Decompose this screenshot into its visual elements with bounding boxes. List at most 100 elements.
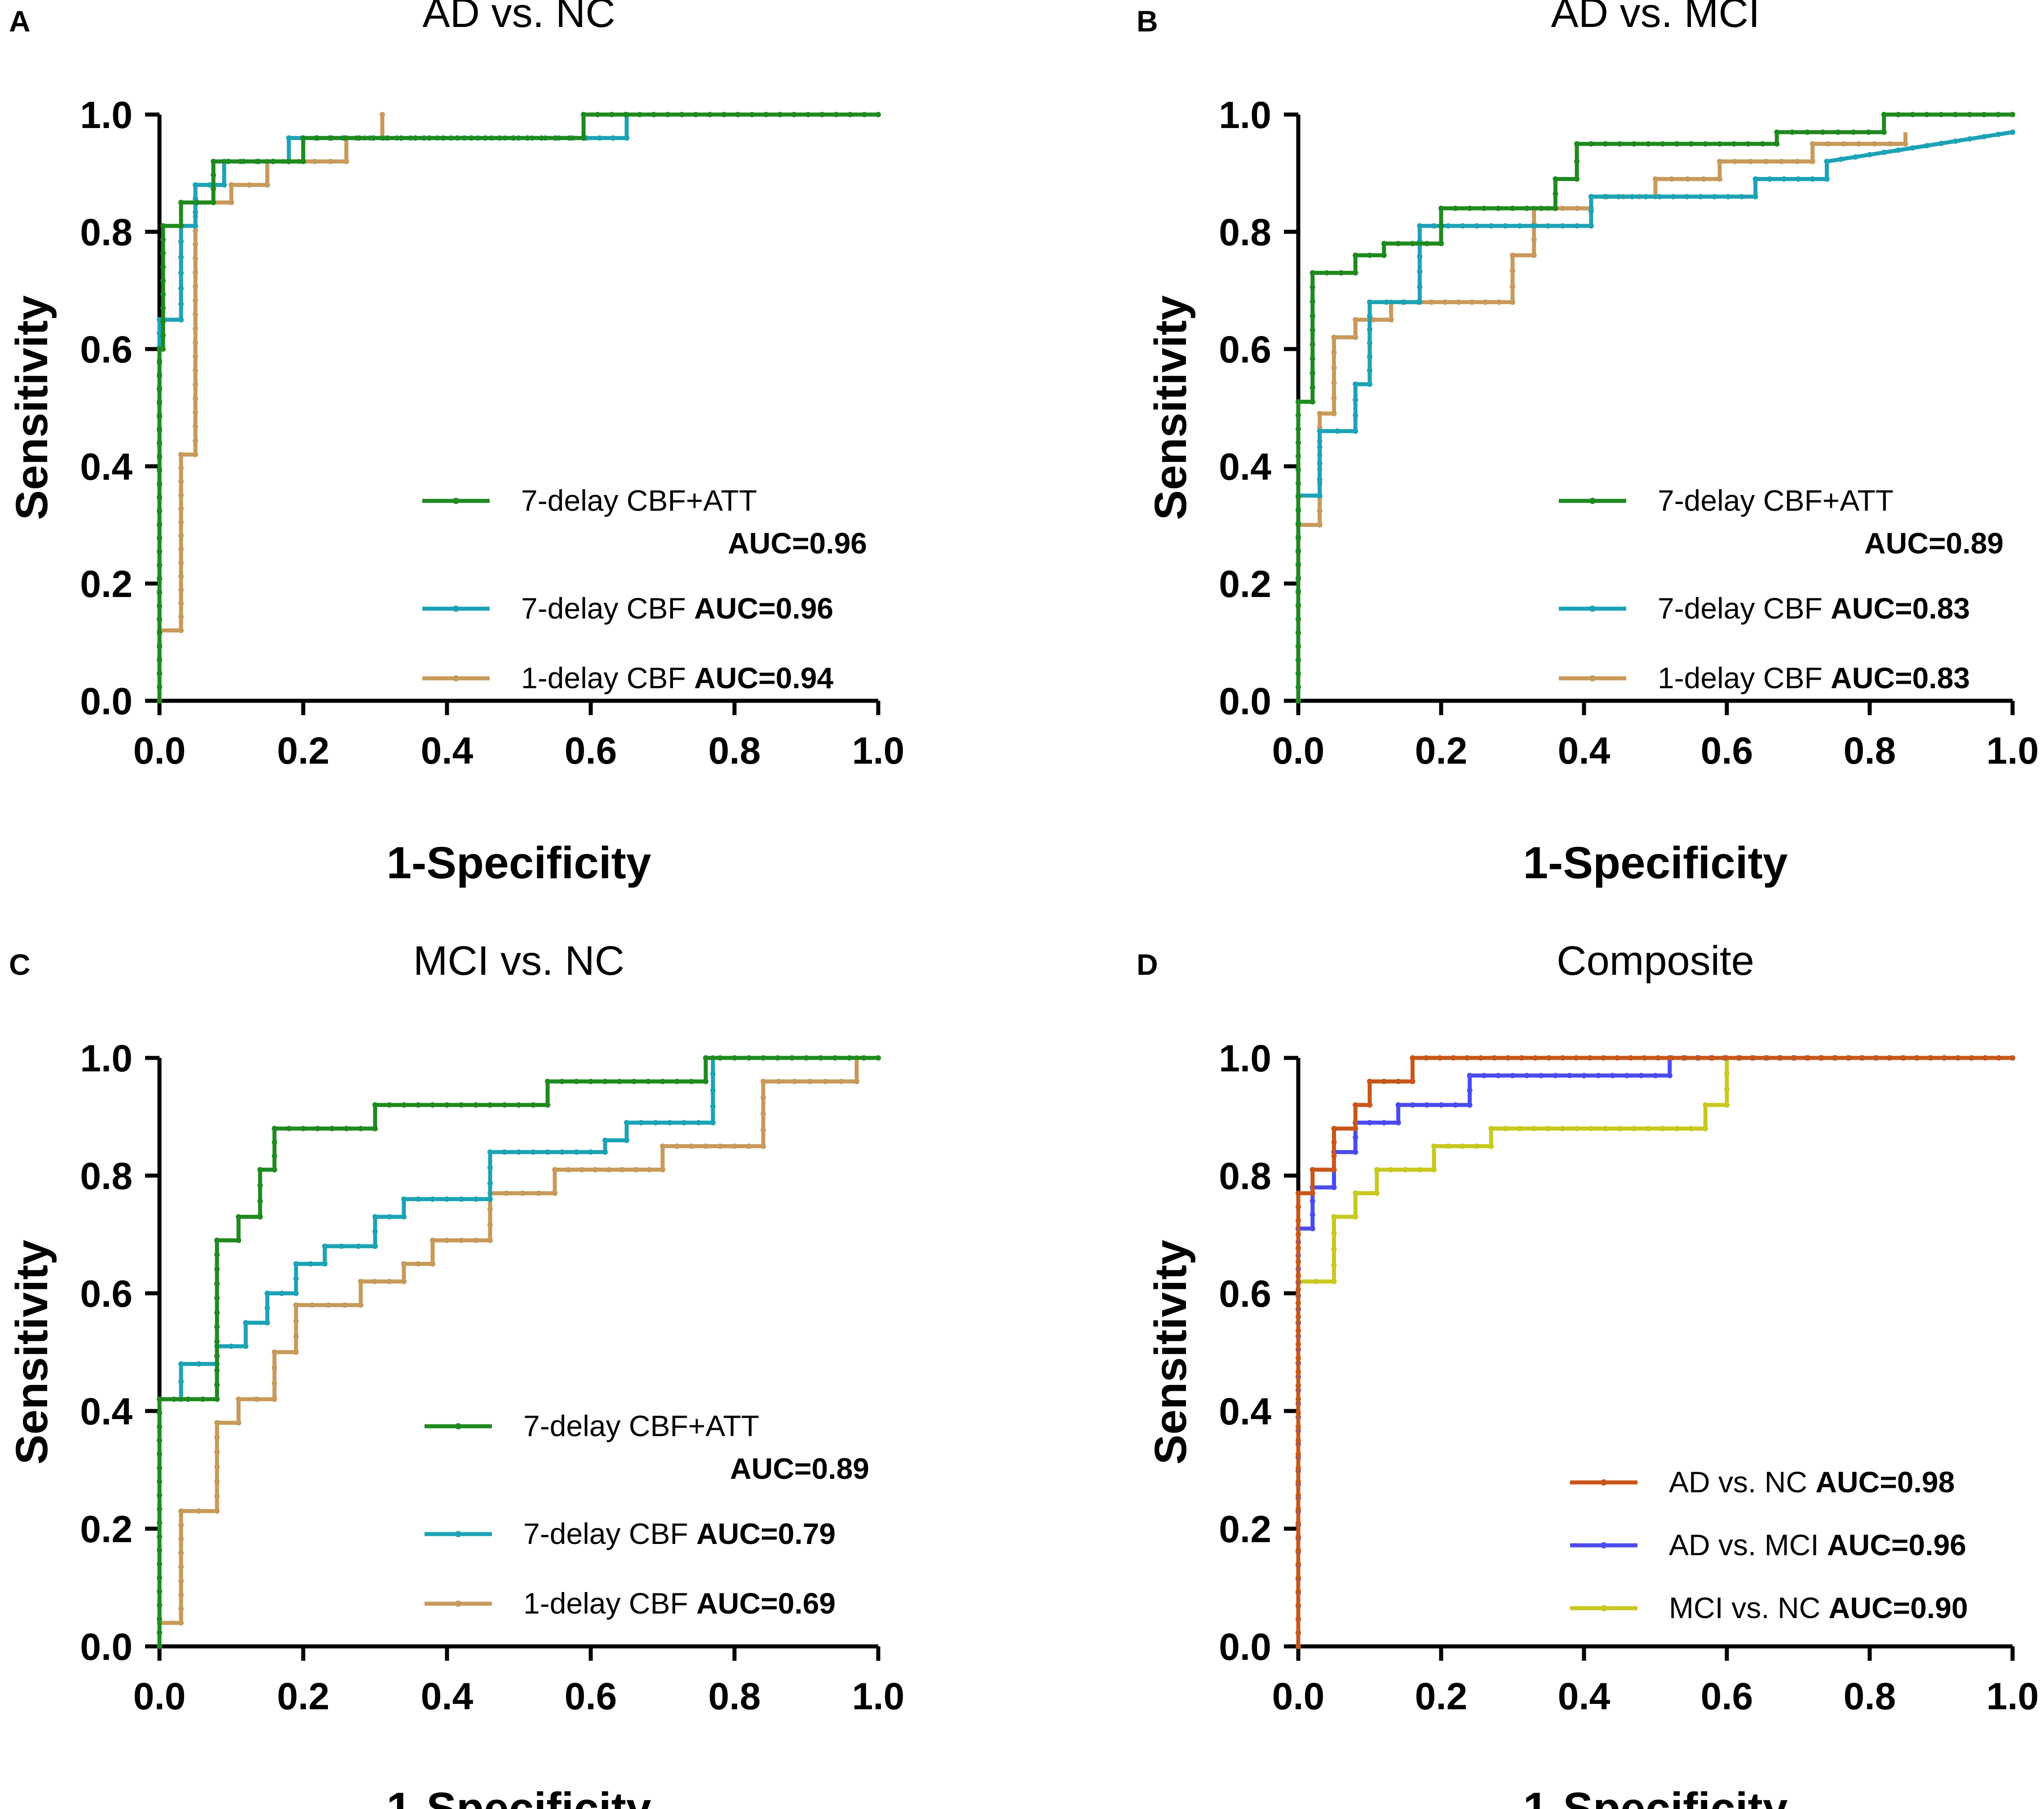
series-point — [221, 182, 227, 188]
series-point — [257, 1182, 263, 1188]
series-point — [1850, 129, 1856, 135]
series-point — [1717, 176, 1723, 182]
series-point — [1574, 176, 1580, 182]
series-point — [681, 1120, 687, 1126]
series-point — [1296, 1383, 1301, 1389]
series-point — [610, 135, 616, 141]
series-point — [1887, 141, 1893, 147]
series-point — [710, 1104, 716, 1110]
legend-auc-7-delay-cbf-att: AUC=0.89 — [1864, 526, 2004, 560]
series-point — [372, 1278, 378, 1284]
series-point — [1438, 223, 1444, 229]
series-point — [609, 112, 615, 117]
series-point — [293, 1261, 299, 1267]
series-point — [157, 1520, 162, 1526]
series-point — [430, 1102, 435, 1108]
series-point — [1310, 399, 1315, 405]
series-point — [160, 346, 166, 352]
series-point — [1810, 159, 1815, 164]
legend-auc-ad-vs-mci: AUC=0.96 — [1827, 1528, 1966, 1561]
series-point — [777, 112, 783, 117]
series-point — [1296, 508, 1301, 513]
series-point — [322, 1261, 327, 1267]
series-point — [1995, 132, 2001, 137]
series-point — [1296, 1588, 1301, 1594]
series-point — [653, 1120, 658, 1126]
chart-panel-b: B AD vs. MCI 0.0 0.2 0.4 0.6 0.8 1.0 0.0 0.2 0.4 0.… — [1137, 0, 2039, 888]
series-point — [1615, 194, 1621, 199]
x-axis-label: 1-Specificity — [1523, 838, 1787, 888]
series-point — [1296, 535, 1301, 540]
x-tick-label: 0.0 — [133, 730, 186, 772]
series-point — [416, 1261, 421, 1267]
series-point — [214, 1252, 220, 1258]
series-point — [272, 1380, 277, 1386]
series-point — [178, 1379, 184, 1384]
series-point — [707, 112, 713, 117]
chart-title: AD vs. NC — [422, 0, 615, 36]
series-point — [1395, 241, 1401, 247]
series-point — [157, 671, 162, 677]
series-point — [1488, 1143, 1494, 1149]
series-point — [272, 1139, 277, 1145]
series-point — [1737, 1055, 1743, 1061]
y-tick-label: 0.2 — [1219, 563, 1271, 605]
series-point — [1331, 365, 1337, 371]
series-point — [1553, 176, 1558, 182]
series-point — [1445, 1143, 1451, 1149]
series-point — [646, 1167, 652, 1172]
series-point — [257, 1214, 263, 1220]
series-point — [1296, 1273, 1301, 1278]
series-point — [1296, 412, 1301, 418]
series-point — [1296, 1492, 1301, 1498]
series-point — [833, 112, 839, 117]
legend-marker — [455, 1531, 461, 1537]
series-point — [178, 199, 184, 205]
series-point — [157, 535, 162, 541]
x-axis-label: 1-Specificity — [386, 838, 651, 888]
y-tick-label: 0.6 — [1219, 1273, 1271, 1315]
series-point — [157, 1396, 162, 1402]
series-point — [1710, 1055, 1716, 1061]
legend-entry-7-delay-cbf: 7-delay CBF AUC=0.96 — [521, 592, 833, 625]
series-point — [1456, 299, 1461, 305]
series-point — [721, 112, 727, 117]
series-point — [1871, 141, 1877, 147]
series-point — [1296, 1204, 1301, 1210]
series-point — [1395, 1079, 1401, 1084]
series-point — [157, 603, 162, 609]
series-point — [193, 367, 198, 373]
series-point — [1668, 176, 1674, 182]
series-point — [293, 1318, 299, 1324]
series-point — [1353, 1214, 1358, 1220]
series-point — [1482, 299, 1488, 305]
series-point — [624, 1137, 629, 1143]
series-point — [1914, 1055, 1920, 1061]
series-point — [1805, 1055, 1811, 1061]
series-point — [236, 1214, 241, 1220]
series-point — [1531, 237, 1537, 243]
series-point — [1474, 223, 1480, 229]
series-line-1-delay-cbf — [157, 1058, 859, 1646]
series-point — [1331, 349, 1337, 355]
y-tick-label: 0.8 — [1219, 1155, 1271, 1197]
series-point — [157, 427, 162, 433]
series-point — [1519, 1055, 1525, 1061]
series-point — [157, 562, 162, 568]
series-point — [193, 283, 198, 289]
legend-entry-7-delay-cbf-att: 7-delay CBF+ATT — [523, 1409, 759, 1442]
series-point — [272, 1153, 277, 1159]
series-point — [1846, 1055, 1852, 1061]
series-point — [178, 465, 184, 471]
legend-entry-ad-vs-nc: AD vs. NC AUC=0.98 — [1669, 1465, 1955, 1499]
series-point — [1495, 205, 1501, 211]
series-point — [763, 112, 769, 117]
series-point — [1353, 252, 1358, 258]
series-point — [1467, 1102, 1473, 1108]
series-point — [1317, 425, 1323, 430]
legend-marker — [1589, 498, 1596, 504]
series-point — [520, 1190, 525, 1196]
series-point — [1495, 1073, 1501, 1079]
series-point — [243, 1320, 248, 1326]
series-point — [1488, 1126, 1494, 1132]
